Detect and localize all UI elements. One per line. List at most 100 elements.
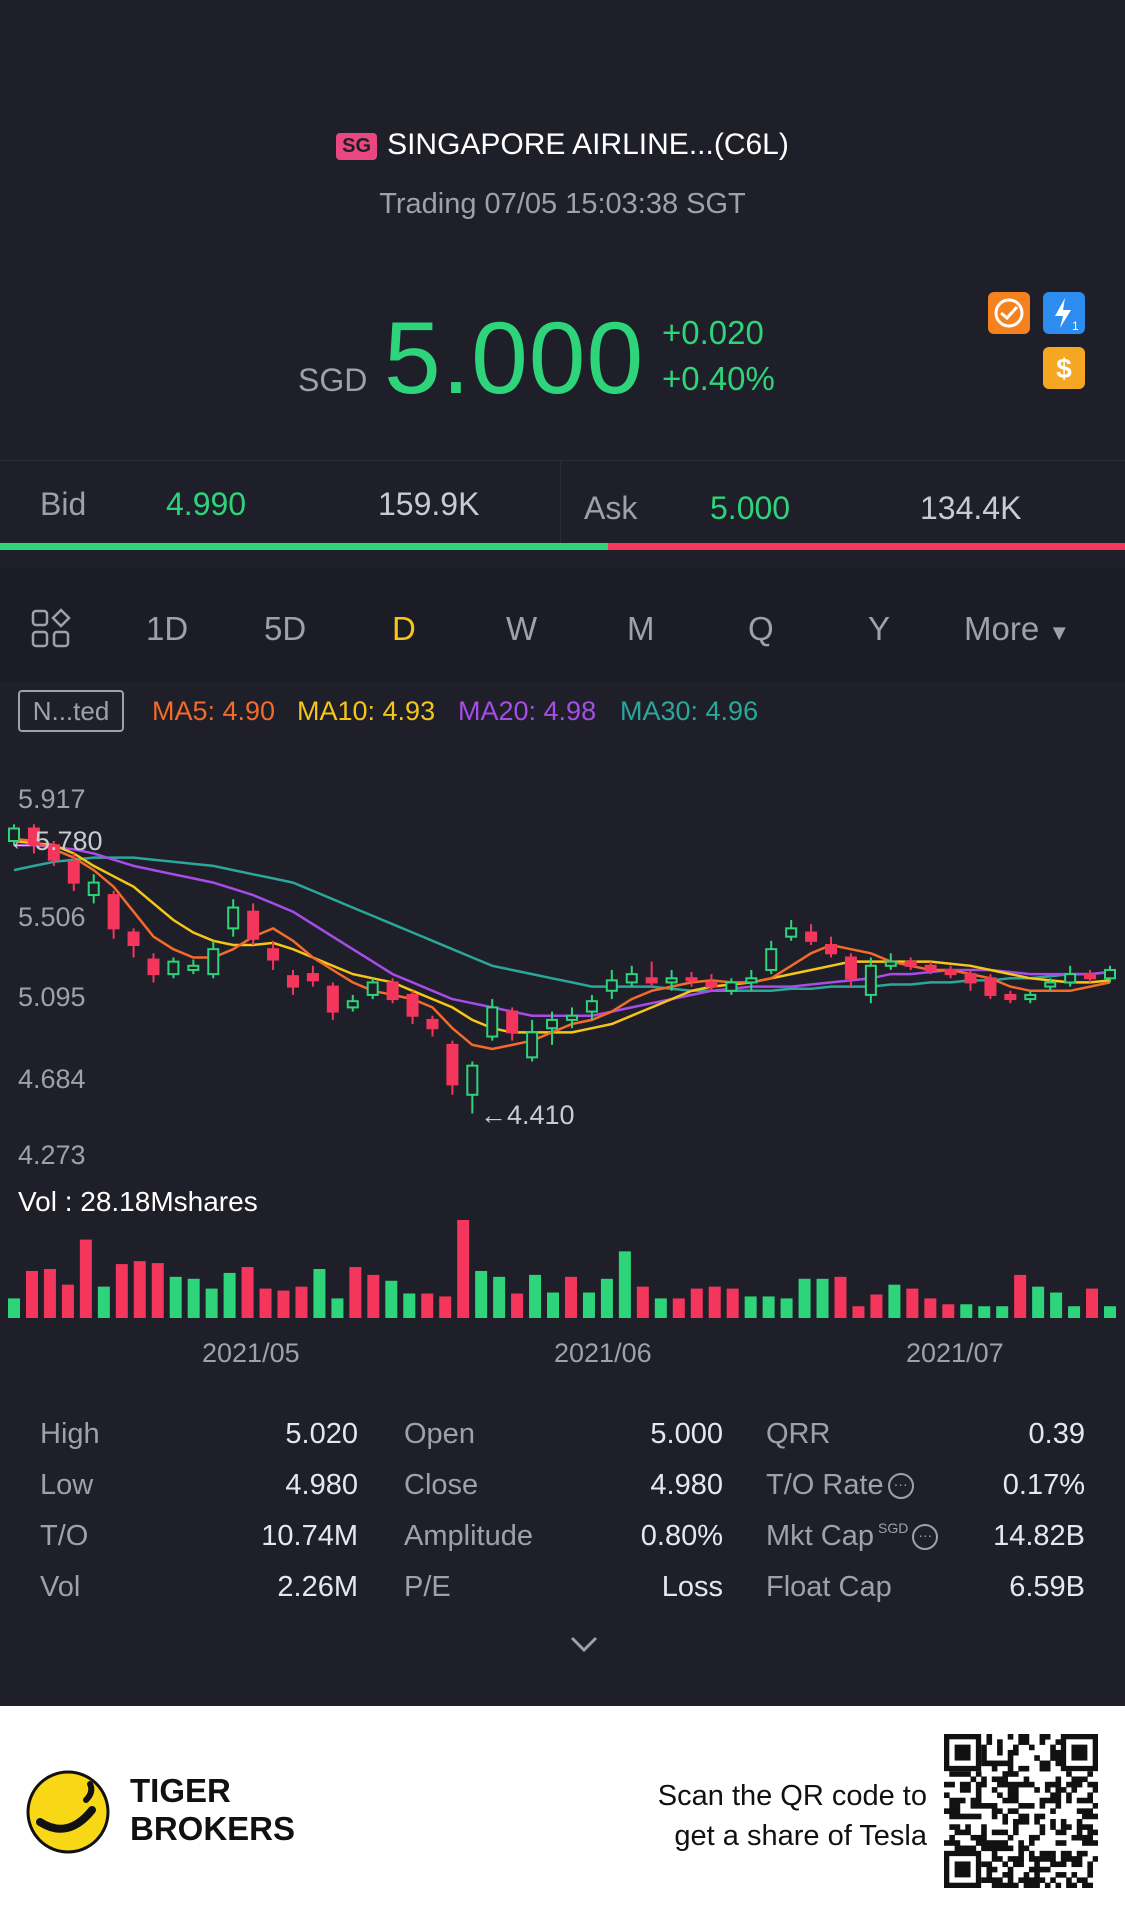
volume-bar: [151, 1263, 164, 1318]
candle-body: [585, 1000, 598, 1013]
volume-bar: [187, 1278, 200, 1318]
stat-label: P/E: [404, 1571, 451, 1603]
ma20-line: [14, 843, 1111, 1017]
volume-bar: [582, 1292, 595, 1318]
stat-label: QRR: [766, 1418, 831, 1450]
change-percent: +0.40%: [662, 360, 775, 397]
stat-label: Open: [404, 1418, 475, 1450]
stat-value: 4.980: [650, 1469, 723, 1501]
volume-bar: [277, 1290, 290, 1318]
tab-5d[interactable]: 5D: [264, 610, 307, 647]
candle-body: [565, 1014, 578, 1021]
tiger-logo-icon: [26, 1770, 110, 1859]
promo-footer: TIGER BROKERS Scan the QR code to get a …: [0, 1706, 1125, 1918]
candle-body: [346, 1000, 359, 1009]
candle-body: [326, 985, 339, 1013]
grid-layout-icon[interactable]: [30, 608, 72, 655]
volume-bar: [43, 1269, 56, 1318]
volume-bar: [421, 1293, 434, 1318]
volume-bar: [475, 1270, 488, 1318]
candle-body: [785, 927, 798, 938]
candle-body: [1084, 973, 1097, 980]
adjust-mode-button[interactable]: N...ted: [18, 690, 124, 732]
volume-bar: [618, 1251, 631, 1318]
ma10-line: [13, 839, 1111, 1034]
volume-bar: [115, 1264, 128, 1318]
volume-bar: [511, 1293, 524, 1318]
trading-status: Trading 07/05 15:03:38 SGT: [379, 188, 746, 220]
tab-day[interactable]: D: [392, 610, 416, 647]
ask-label: Ask: [584, 490, 638, 526]
volume-bar: [996, 1306, 1009, 1318]
volume-bar: [744, 1296, 757, 1318]
candle-body: [1024, 993, 1037, 1001]
stat-label: High: [40, 1418, 100, 1450]
volume-bar: [924, 1298, 937, 1318]
stat-label: Amplitude: [404, 1520, 533, 1552]
candle-body: [247, 910, 260, 940]
info-circle-icon[interactable]: ···: [912, 1524, 939, 1551]
volume-bar: [547, 1292, 560, 1318]
tiger-badge-icon[interactable]: [988, 292, 1030, 334]
candle-body: [207, 948, 220, 976]
volume-bar: [1050, 1292, 1063, 1318]
bid-ask-divider: [560, 461, 561, 545]
volume-bar: [1014, 1274, 1027, 1318]
candle-body: [805, 931, 818, 942]
stat-value: 6.59B: [1009, 1571, 1085, 1603]
ask-price: 5.000: [710, 490, 791, 526]
candle-body: [546, 1018, 559, 1030]
volume-bar: [493, 1276, 506, 1318]
x-tick-label: 2021/07: [906, 1338, 1004, 1368]
brand-line-2: BROKERS: [130, 1810, 296, 1847]
promo-line-2: get a share of Tesla: [674, 1820, 927, 1852]
volume-bar: [636, 1286, 649, 1318]
volume-bar: [834, 1276, 847, 1318]
volume-bar: [564, 1276, 577, 1318]
stat-label: Vol: [40, 1571, 81, 1603]
volume-bar: [906, 1288, 919, 1318]
tab-month[interactable]: M: [627, 610, 655, 647]
candle-body: [825, 943, 838, 955]
volume-bar: [654, 1298, 667, 1318]
volume-bar: [600, 1278, 613, 1318]
candle-body: [924, 964, 937, 971]
stat-label: T/O: [40, 1520, 89, 1552]
brand-line-1: TIGER: [130, 1772, 231, 1809]
region-badge: SG: [336, 132, 378, 160]
volume-bar: [169, 1276, 182, 1318]
stat-value: 0.17%: [1002, 1469, 1085, 1501]
tab-quarter[interactable]: Q: [748, 610, 774, 647]
volume-bar: [852, 1306, 865, 1318]
volume-bar: [762, 1296, 775, 1318]
stat-label: Close: [404, 1469, 479, 1501]
tab-week[interactable]: W: [506, 610, 538, 647]
candle-body: [27, 827, 40, 847]
ma20-value: MA20: 4.98: [458, 696, 597, 726]
tab-1d[interactable]: 1D: [146, 610, 189, 647]
candle-body: [685, 977, 698, 982]
qr-code[interactable]: [944, 1734, 1098, 1888]
volume-bar: [780, 1298, 793, 1318]
stat-value: 4.980: [285, 1469, 358, 1501]
candle-body: [745, 977, 758, 984]
stat-label: Mkt Cap SGD ···: [766, 1520, 939, 1553]
dollar-icon[interactable]: $: [1043, 347, 1085, 389]
candlestick-chart[interactable]: [0, 770, 1125, 1350]
volume-summary: Vol : 28.18Mshares: [18, 1186, 258, 1217]
tab-year[interactable]: Y: [868, 610, 891, 647]
candle-body: [864, 964, 877, 996]
stock-name: SINGAPORE AIRLINE...(C6L): [387, 128, 789, 161]
expand-chevron-icon[interactable]: [566, 1632, 602, 1661]
candle-body: [984, 977, 997, 996]
lightning-1-icon[interactable]: 1: [1043, 292, 1085, 334]
tab-more[interactable]: More ▼: [964, 610, 1070, 648]
volume-bar: [978, 1306, 991, 1318]
info-circle-icon[interactable]: ···: [887, 1473, 914, 1500]
y-tick-label: 4.684: [18, 1064, 86, 1094]
stat-value: 14.82B: [993, 1520, 1085, 1552]
volume-bar: [942, 1304, 955, 1318]
volume-bar: [8, 1298, 20, 1318]
candle-body: [625, 973, 638, 984]
ma30-line: [13, 856, 1111, 993]
